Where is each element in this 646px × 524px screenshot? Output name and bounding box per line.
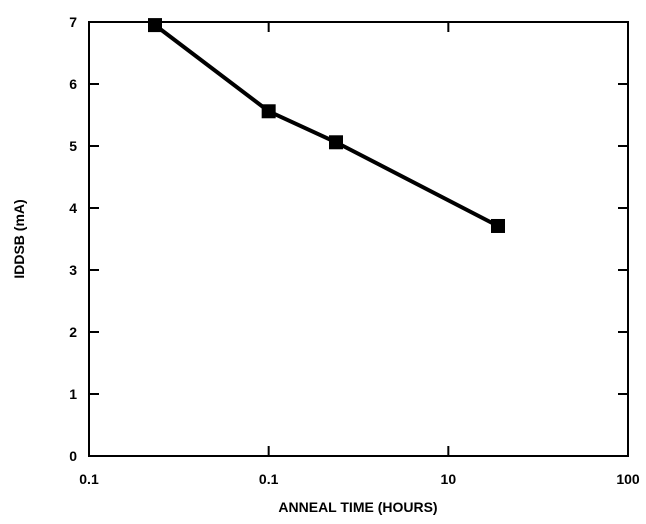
data-point (261, 104, 276, 119)
y-tick-label: 7 (69, 14, 77, 30)
x-axis-label: ANNEAL TIME (HOURS) (278, 499, 437, 515)
y-tick-label: 6 (69, 76, 77, 92)
x-tick-label: 10 (441, 471, 457, 487)
y-tick-label: 3 (69, 262, 77, 278)
data-point (328, 135, 343, 150)
x-tick-label: 0.1 (259, 471, 279, 487)
y-tick-label: 5 (69, 138, 77, 154)
y-tick-label: 2 (69, 324, 77, 340)
y-tick-label: 4 (69, 200, 77, 216)
plot-frame (88, 21, 629, 457)
y-axis-label: IDDSB (mA) (11, 199, 27, 278)
x-tick-label: 0.1 (79, 471, 99, 487)
y-tick-label: 0 (69, 448, 77, 464)
data-point (148, 18, 163, 33)
data-line (153, 23, 499, 228)
y-tick-label: 1 (69, 386, 77, 402)
data-point (491, 218, 506, 233)
x-tick-label: 100 (616, 471, 640, 487)
